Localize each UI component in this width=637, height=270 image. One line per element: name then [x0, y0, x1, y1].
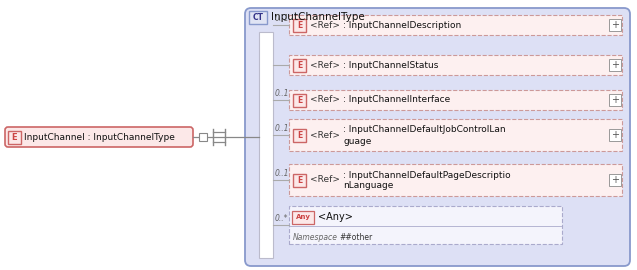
Bar	[293, 174, 306, 187]
Text: CT: CT	[252, 13, 264, 22]
Text: 0..1: 0..1	[275, 89, 289, 98]
Text: <Ref>: <Ref>	[310, 130, 340, 140]
Text: ##other: ##other	[339, 232, 372, 241]
Text: guage: guage	[343, 137, 371, 146]
Bar	[609, 174, 621, 186]
Text: nLanguage: nLanguage	[343, 181, 394, 191]
Bar	[293, 19, 306, 32]
Bar	[293, 59, 306, 72]
Text: +: +	[611, 20, 619, 30]
Text: InputChannelType: InputChannelType	[271, 12, 365, 22]
Text: E: E	[297, 131, 302, 140]
Text: : InputChannelDescription: : InputChannelDescription	[343, 21, 461, 29]
Bar	[249, 11, 267, 24]
Text: +: +	[611, 95, 619, 105]
Bar	[609, 129, 621, 141]
Bar	[609, 19, 621, 31]
Text: 0..1: 0..1	[275, 169, 289, 178]
Text: : InputChannelDefaultPageDescriptio: : InputChannelDefaultPageDescriptio	[343, 170, 511, 180]
Text: Namespace: Namespace	[293, 232, 338, 241]
Text: : InputChannelInterface: : InputChannelInterface	[343, 96, 450, 104]
Bar	[292, 211, 314, 224]
Text: <Ref>: <Ref>	[310, 60, 340, 69]
Text: 0..1: 0..1	[275, 124, 289, 133]
Text: <Ref>: <Ref>	[310, 176, 340, 184]
Bar	[609, 59, 621, 71]
Text: 0..*: 0..*	[275, 214, 289, 223]
Bar	[609, 94, 621, 106]
Bar	[289, 119, 622, 151]
Text: <Any>: <Any>	[318, 212, 353, 222]
Text: : InputChannelStatus: : InputChannelStatus	[343, 60, 438, 69]
Text: 0..1: 0..1	[275, 14, 289, 23]
Text: +: +	[611, 175, 619, 185]
Bar	[289, 55, 622, 75]
Text: E: E	[297, 96, 302, 105]
Text: : InputChannelDefaultJobControlLan: : InputChannelDefaultJobControlLan	[343, 126, 506, 134]
Bar	[8, 130, 21, 143]
Text: E: E	[11, 133, 17, 141]
Bar	[289, 15, 622, 35]
Text: <Ref>: <Ref>	[310, 21, 340, 29]
Text: E: E	[297, 61, 302, 70]
FancyBboxPatch shape	[245, 8, 630, 266]
Text: E: E	[297, 176, 302, 185]
Bar	[293, 94, 306, 107]
Text: +: +	[611, 60, 619, 70]
Bar	[289, 164, 622, 196]
Text: <Ref>: <Ref>	[310, 96, 340, 104]
Text: E: E	[297, 21, 302, 30]
Bar	[289, 206, 562, 244]
Bar	[259, 32, 273, 258]
Bar	[199, 133, 207, 141]
Bar	[289, 90, 622, 110]
Text: InputChannel : InputChannelType: InputChannel : InputChannelType	[24, 133, 175, 141]
Bar	[293, 129, 306, 142]
Text: +: +	[611, 130, 619, 140]
FancyBboxPatch shape	[5, 127, 193, 147]
Text: Any: Any	[296, 214, 310, 221]
